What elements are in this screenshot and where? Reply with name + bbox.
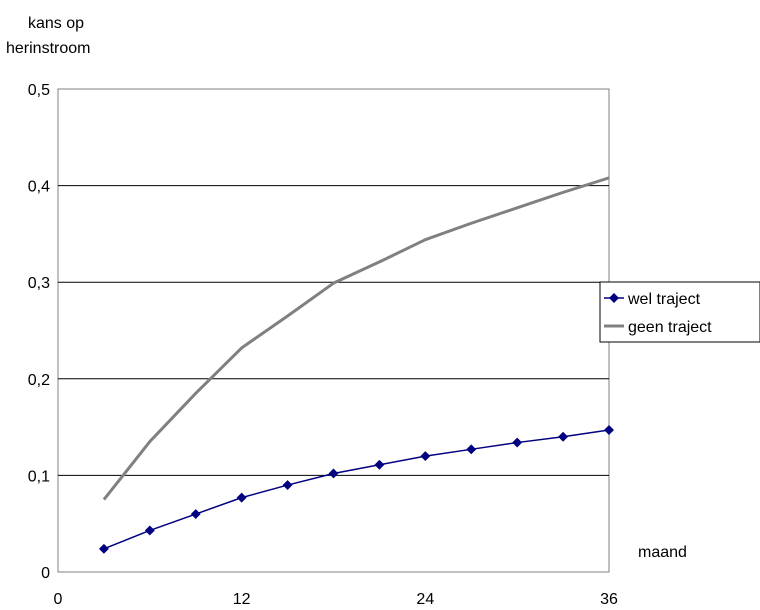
data-point (328, 468, 339, 479)
y-tick-label: 0,3 (28, 275, 50, 292)
y-tick-label: 0,4 (28, 179, 50, 196)
series-line-wel-traject (103, 429, 610, 550)
y-axis-title-line-1: kans op (28, 15, 84, 32)
axis-ticks: 0 0,1 0,2 0,3 0,4 0,5 0 12 24 36 (28, 82, 618, 608)
x-tick-label: 36 (600, 591, 618, 608)
data-point (282, 480, 293, 491)
plot-area (57, 88, 610, 573)
data-point (374, 459, 385, 470)
x-tick-label: 24 (416, 591, 434, 608)
data-point (558, 431, 569, 442)
data-point (466, 444, 477, 455)
data-point (604, 425, 614, 435)
y-tick-label: 0,2 (28, 372, 50, 389)
data-point (98, 543, 109, 554)
x-tick-label: 12 (233, 591, 251, 608)
legend-box (599, 281, 760, 343)
series-line-geen-traject (102, 176, 610, 501)
legend-marker-wel-traject (609, 293, 619, 303)
legend-label-wel-traject: wel traject (627, 291, 701, 308)
y-tick-label: 0,1 (28, 468, 50, 485)
data-point (512, 437, 523, 448)
x-axis-title: maand (638, 544, 687, 561)
data-point (420, 451, 431, 462)
data-point (236, 492, 247, 503)
y-tick-label: 0,5 (28, 82, 50, 99)
data-point (144, 525, 155, 536)
y-axis-title-line-2: herinstroom (6, 40, 90, 57)
legend: wel traject geen traject (599, 281, 760, 343)
series-group (98, 176, 614, 554)
x-tick-label: 0 (54, 591, 63, 608)
legend-label-geen-traject: geen traject (628, 319, 712, 336)
y-tick-label: 0 (41, 565, 50, 582)
